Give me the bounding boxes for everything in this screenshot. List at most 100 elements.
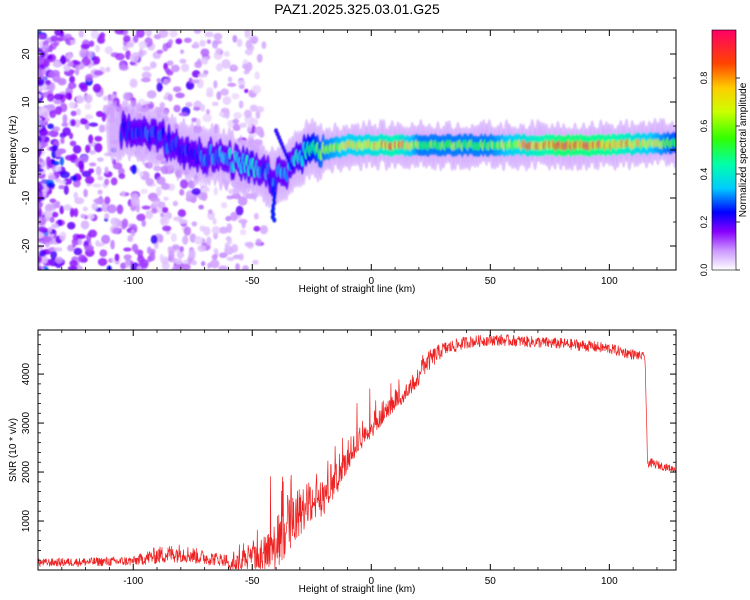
spectrogram-noise-blob — [73, 247, 83, 256]
spectrogram-noise-blob — [39, 250, 47, 257]
spectrogram-noise-blob — [84, 245, 94, 252]
spectrogram-noise-blob — [159, 102, 166, 109]
spectrogram-noise-blob — [86, 51, 94, 59]
spectrogram-noise-blob — [104, 196, 111, 205]
spectrogram-noise-blob — [198, 204, 205, 210]
spectrogram-noise-blob — [79, 118, 88, 125]
spectrogram-noise-blob — [231, 193, 242, 200]
spectrogram-noise-blob — [180, 49, 185, 54]
spectrogram-noise-blob — [123, 92, 131, 101]
spectrogram-noise-blob — [138, 50, 144, 58]
spectrogram-noise-blob — [66, 221, 76, 230]
spectrogram-noise-blob — [170, 64, 180, 73]
spectrogram-noise-blob — [59, 171, 70, 179]
spectrogram-noise-blob — [175, 38, 183, 45]
spectrogram-noise-blob — [66, 53, 73, 60]
spectrogram-noise-blob — [213, 32, 223, 41]
snr-x-tick-label: -100 — [123, 576, 143, 587]
spectrogram-noise-blob — [138, 171, 144, 177]
spectrogram-noise-blob — [178, 219, 188, 225]
colorbar-tick-label: 0.4 — [699, 168, 709, 181]
spectrogram-noise-blob — [245, 39, 252, 50]
spectrogram-noise-blob — [211, 101, 219, 107]
spectrogram-xlabel: Height of straight line (km) — [299, 284, 416, 295]
spectrogram-noise-blob — [104, 178, 110, 186]
spectrogram-noise-blob — [62, 127, 71, 136]
spectrogram-noise-blob — [211, 226, 221, 235]
spectrogram-noise-blob — [239, 228, 247, 236]
spectrogram-noise-blob — [129, 78, 138, 88]
spectrogram-noise-blob — [194, 61, 203, 69]
spectrogram-noise-blob — [193, 106, 201, 111]
spectrogram-noise-blob — [138, 41, 148, 49]
spectrogram-noise-blob — [44, 79, 52, 86]
spectrogram-noise-blob — [247, 123, 253, 128]
spectrogram-noise-blob — [235, 205, 244, 216]
spectrogram-noise-blob — [238, 253, 244, 261]
spectrogram-noise-blob — [211, 39, 219, 49]
spectrogram-noise-blob — [150, 234, 158, 244]
spectrogram-noise-blob — [38, 207, 42, 217]
spectrogram-noise-blob — [200, 104, 206, 112]
spectrogram-noise-blob — [130, 228, 136, 237]
spectrogram-noise-blob — [206, 87, 214, 95]
spectrogram-noise-blob — [38, 168, 44, 173]
spectrogram-noise-blob — [84, 176, 95, 185]
spectrogram-noise-blob — [69, 132, 74, 140]
spectrogram-noise-blob — [95, 166, 102, 176]
spectrogram-noise-blob — [67, 82, 77, 90]
spectrogram-noise-blob — [38, 56, 45, 65]
spectrogram-noise-blob — [41, 44, 50, 52]
spectrogram-noise-blob — [215, 47, 222, 55]
spectrogram-noise-blob — [42, 235, 52, 243]
spectrogram-noise-blob — [220, 201, 228, 209]
spectrogram-noise-blob — [193, 30, 202, 34]
spectrogram-noise-blob — [62, 114, 68, 124]
spectrogram-noise-blob — [72, 175, 78, 182]
spectrogram-noise-blob — [48, 70, 55, 79]
spectrogram-noise-blob — [219, 252, 228, 259]
spectrogram-x-tick-label: -100 — [123, 276, 143, 287]
spectrogram-noise-blob — [138, 258, 149, 268]
spectrogram-noise-blob — [76, 94, 84, 104]
spectrogram-noise-blob — [46, 182, 56, 188]
spectrogram-noise-blob — [216, 63, 223, 72]
spectrogram-noise-blob — [73, 207, 79, 218]
spectrogram-noise-blob — [104, 46, 113, 55]
spectrogram-noise-blob — [124, 257, 131, 268]
spectrogram-x-tick-label: 0 — [369, 276, 375, 287]
spectrogram-noise-blob — [122, 44, 129, 52]
spectrogram-noise-blob — [43, 111, 49, 119]
spectrogram-noise-blob — [67, 265, 78, 270]
spectrogram-noise-blob — [80, 213, 87, 219]
spectrogram-noise-blob — [58, 185, 66, 190]
colorbar-gradient — [711, 29, 737, 271]
spectrogram-noise-blob — [142, 66, 152, 71]
spectrogram-noise-blob — [179, 188, 185, 196]
spectrogram-noise-blob — [176, 250, 185, 259]
spectrogram-noise-blob — [76, 234, 86, 240]
spectrogram-noise-blob — [94, 197, 105, 205]
spectrogram-noise-blob — [179, 246, 184, 253]
spectrogram-noise-blob — [88, 162, 97, 167]
spectrogram-noise-blob — [48, 175, 56, 181]
spectrogram-noise-blob — [88, 229, 98, 238]
spectrogram-tail — [272, 217, 277, 223]
spectrogram-noise-blob — [48, 247, 56, 252]
spectrogram-noise-blob — [120, 262, 127, 270]
spectrogram-noise-blob — [125, 50, 131, 60]
spectrogram-noise-blob — [158, 30, 169, 38]
spectrogram-noise-blob — [244, 88, 249, 94]
spectrogram-noise-blob — [98, 124, 105, 133]
spectrogram-noise-blob — [80, 220, 90, 230]
spectrogram-noise-blob — [61, 122, 69, 127]
spectrogram-noise-blob — [224, 242, 230, 250]
spectrogram-noise-blob — [89, 149, 96, 155]
spectrogram-noise-blob — [123, 254, 132, 261]
spectrogram-noise-blob — [253, 212, 259, 220]
spectrogram-noise-blob — [84, 103, 92, 110]
spectrogram-noise-blob — [203, 226, 211, 236]
spectrogram-noise-blob — [193, 41, 199, 48]
